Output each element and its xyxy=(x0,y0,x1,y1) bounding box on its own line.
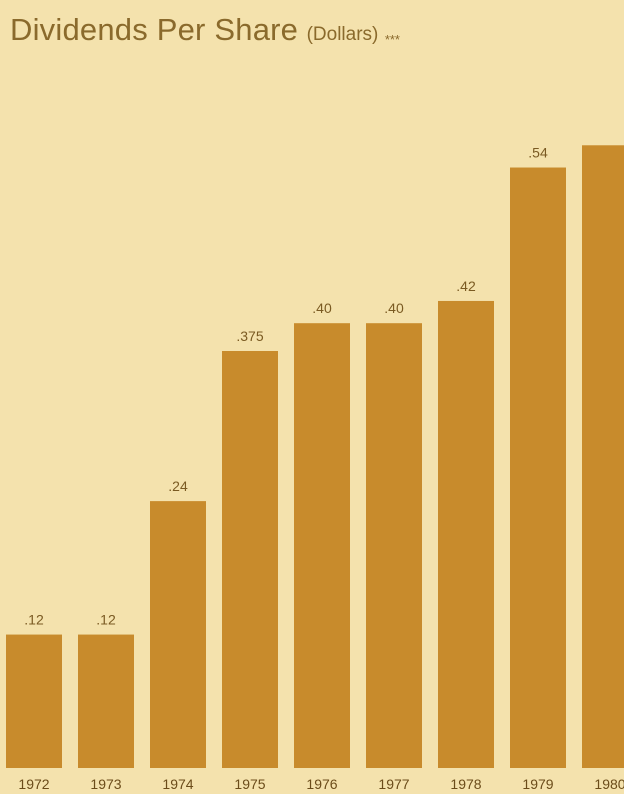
value-label-1972: .12 xyxy=(24,612,44,628)
chart-title-block: Dividends Per Share (Dollars) *** xyxy=(10,12,400,48)
chart-subtitle: (Dollars) xyxy=(306,24,379,45)
bar-1978 xyxy=(438,300,494,768)
bar-1974 xyxy=(150,501,206,768)
bar-1976 xyxy=(294,323,350,768)
value-label-1973: .12 xyxy=(96,612,116,628)
value-label-1974: .24 xyxy=(168,478,188,494)
x-tick-label-1977: 1977 xyxy=(378,776,409,792)
value-label-1976: .40 xyxy=(312,300,332,316)
bar-1975 xyxy=(222,351,278,768)
x-tick-label-1973: 1973 xyxy=(90,776,121,792)
bar-1980 xyxy=(582,145,624,768)
value-label-1977: .40 xyxy=(384,300,404,316)
x-tick-label-1979: 1979 xyxy=(522,776,553,792)
footnote-marks: *** xyxy=(384,32,400,47)
bar-1973 xyxy=(78,634,134,768)
x-tick-label-1972: 1972 xyxy=(18,776,49,792)
bar-1977 xyxy=(366,323,422,768)
bar-1972 xyxy=(6,634,62,768)
x-tick-label-1975: 1975 xyxy=(234,776,265,792)
chart-title: Dividends Per Share xyxy=(10,12,299,47)
x-tick-label-1980: 1980 xyxy=(594,776,624,792)
x-tick-label-1978: 1978 xyxy=(450,776,481,792)
value-label-1978: .42 xyxy=(456,278,476,294)
bar-1979 xyxy=(510,167,566,768)
x-tick-label-1974: 1974 xyxy=(162,776,193,792)
value-label-1979: .54 xyxy=(528,145,548,161)
x-tick-label-1976: 1976 xyxy=(306,776,337,792)
value-label-1975: .375 xyxy=(236,328,263,344)
